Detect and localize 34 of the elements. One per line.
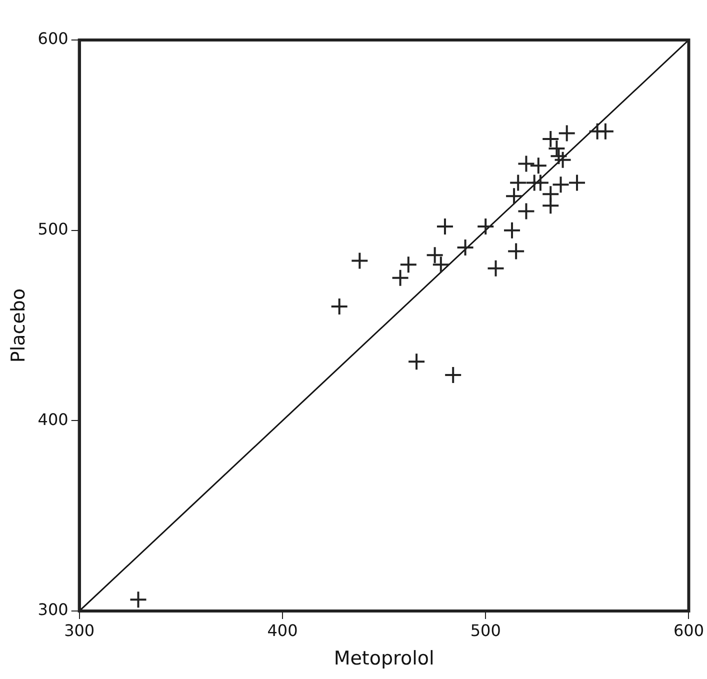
point: [408, 352, 426, 371]
point: [596, 122, 614, 140]
x-tick-label: 500: [470, 620, 501, 640]
point: [391, 268, 410, 287]
point: [444, 366, 462, 384]
y-tick-label: 500: [38, 219, 68, 238]
point: [399, 256, 418, 274]
point: [456, 238, 474, 256]
y-tick-label: 600: [38, 29, 68, 48]
point: [436, 218, 454, 236]
y-tick-label: 400: [38, 410, 68, 429]
x-axis-title: Metoprolol: [334, 648, 434, 670]
point: [529, 156, 548, 175]
point: [552, 176, 570, 194]
point: [517, 202, 536, 220]
x-tick-label: 300: [64, 620, 95, 640]
point: [129, 590, 148, 609]
y-tick-label: 300: [38, 600, 68, 620]
point: [517, 154, 536, 173]
point: [509, 174, 528, 192]
point: [330, 297, 348, 316]
x-tick-label: 400: [267, 620, 298, 640]
point: [486, 259, 505, 278]
point: [568, 174, 586, 192]
y-axis-title: Placebo: [7, 288, 30, 363]
point: [503, 221, 522, 240]
point: [531, 174, 550, 192]
x-tick-label: 600: [673, 620, 704, 640]
point: [350, 252, 369, 270]
point: [476, 218, 495, 236]
point: [542, 196, 560, 215]
point: [505, 187, 524, 206]
point: [558, 124, 576, 142]
point: [507, 242, 526, 260]
